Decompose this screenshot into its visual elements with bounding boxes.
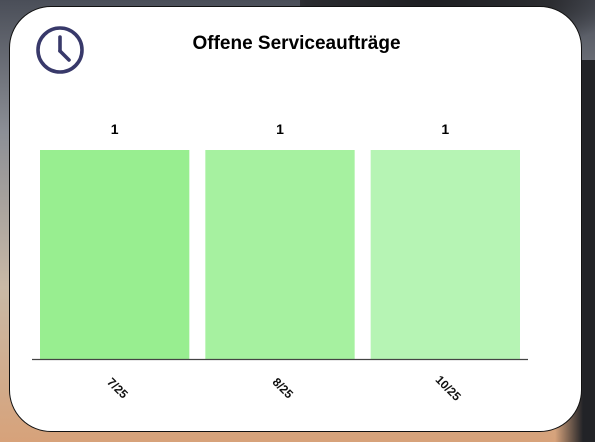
x-tick-label: 8/25: [270, 375, 297, 402]
bar-value-label: 1: [111, 121, 119, 137]
bar-value-label: 1: [276, 121, 284, 137]
x-tick-label: 10/25: [433, 373, 464, 404]
service-orders-widget: Offene Serviceaufträge 1 7/25 1 8/25 1 10/25: [9, 6, 582, 432]
bar-0[interactable]: [40, 150, 190, 359]
bar-1[interactable]: [205, 150, 355, 359]
bar-2[interactable]: [370, 150, 520, 359]
x-tick-label: 7/25: [104, 375, 131, 402]
bar-value-label: 1: [441, 121, 449, 137]
bar-chart: 1 7/25 1 8/25 1 10/25: [32, 121, 528, 404]
clock-icon: [36, 26, 84, 74]
widget-title: Offene Serviceaufträge: [192, 33, 401, 54]
